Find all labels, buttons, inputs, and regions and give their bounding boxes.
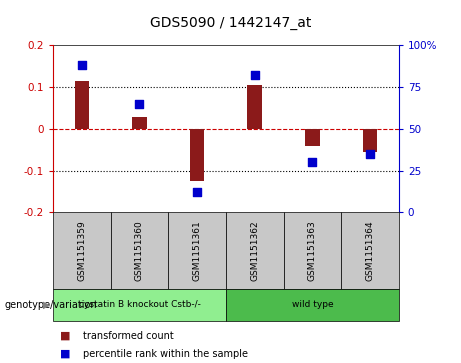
Text: ■: ■ — [60, 349, 71, 359]
Text: GSM1151361: GSM1151361 — [193, 220, 201, 281]
Text: GSM1151364: GSM1151364 — [366, 220, 374, 281]
Bar — [248, 85, 262, 129]
Bar — [363, 129, 377, 152]
Text: ▶: ▶ — [43, 300, 51, 310]
Text: percentile rank within the sample: percentile rank within the sample — [83, 349, 248, 359]
Text: wild type: wild type — [291, 301, 333, 309]
Point — [193, 189, 201, 195]
Text: GSM1151360: GSM1151360 — [135, 220, 144, 281]
Text: GSM1151359: GSM1151359 — [77, 220, 86, 281]
Point — [366, 151, 373, 157]
Point — [251, 73, 258, 78]
Point — [309, 159, 316, 165]
Text: GSM1151363: GSM1151363 — [308, 220, 317, 281]
Text: cystatin B knockout Cstb-/-: cystatin B knockout Cstb-/- — [78, 301, 201, 309]
Bar — [190, 129, 204, 181]
Bar — [305, 129, 319, 146]
Bar — [132, 117, 147, 129]
Point — [78, 62, 85, 68]
Text: transformed count: transformed count — [83, 331, 174, 341]
Text: genotype/variation: genotype/variation — [5, 300, 97, 310]
Text: GSM1151362: GSM1151362 — [250, 220, 259, 281]
Text: GDS5090 / 1442147_at: GDS5090 / 1442147_at — [150, 16, 311, 30]
Point — [136, 101, 143, 107]
Text: ■: ■ — [60, 331, 71, 341]
Bar — [75, 81, 89, 129]
